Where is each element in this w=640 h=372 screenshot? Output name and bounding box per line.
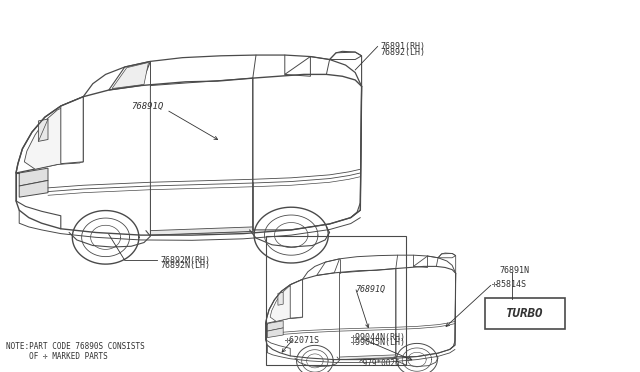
Text: NOTE:PART CODE 76890S CONSISTS
     OF ✢ MARKED PARTS: NOTE:PART CODE 76890S CONSISTS OF ✢ MARK… xyxy=(6,342,145,361)
Polygon shape xyxy=(38,119,48,141)
Polygon shape xyxy=(150,78,253,235)
Bar xyxy=(485,298,565,329)
Polygon shape xyxy=(19,180,48,197)
Text: 76891Q: 76891Q xyxy=(355,285,385,294)
Polygon shape xyxy=(339,269,396,360)
Polygon shape xyxy=(61,97,83,164)
Polygon shape xyxy=(109,61,150,90)
Bar xyxy=(266,236,406,365)
Polygon shape xyxy=(291,279,303,318)
Polygon shape xyxy=(438,253,456,258)
Polygon shape xyxy=(330,52,362,60)
Text: ✢99044N(RH): ✢99044N(RH) xyxy=(351,333,406,342)
Polygon shape xyxy=(278,292,283,305)
Polygon shape xyxy=(339,355,396,360)
Text: 76892(LH): 76892(LH) xyxy=(381,48,426,57)
Polygon shape xyxy=(19,168,48,186)
Text: ✢62071S: ✢62071S xyxy=(285,336,320,345)
Polygon shape xyxy=(16,97,83,173)
Text: ^979*0026: ^979*0026 xyxy=(358,359,400,368)
Text: 76892M(RH): 76892M(RH) xyxy=(160,256,210,265)
Text: ✢99045N(LH): ✢99045N(LH) xyxy=(351,339,406,347)
Text: 76891(RH): 76891(RH) xyxy=(381,42,426,51)
Text: 76891Q: 76891Q xyxy=(131,102,163,110)
Text: TURBO: TURBO xyxy=(506,307,543,320)
Text: ✢85814S: ✢85814S xyxy=(492,280,527,289)
Polygon shape xyxy=(266,279,303,324)
Polygon shape xyxy=(317,259,339,275)
Polygon shape xyxy=(150,227,253,235)
Polygon shape xyxy=(268,328,283,338)
Text: 76892N(LH): 76892N(LH) xyxy=(160,261,210,270)
Polygon shape xyxy=(24,100,80,169)
Polygon shape xyxy=(112,62,148,89)
Text: 76891N: 76891N xyxy=(499,266,529,275)
Polygon shape xyxy=(270,282,301,321)
Polygon shape xyxy=(268,321,283,331)
